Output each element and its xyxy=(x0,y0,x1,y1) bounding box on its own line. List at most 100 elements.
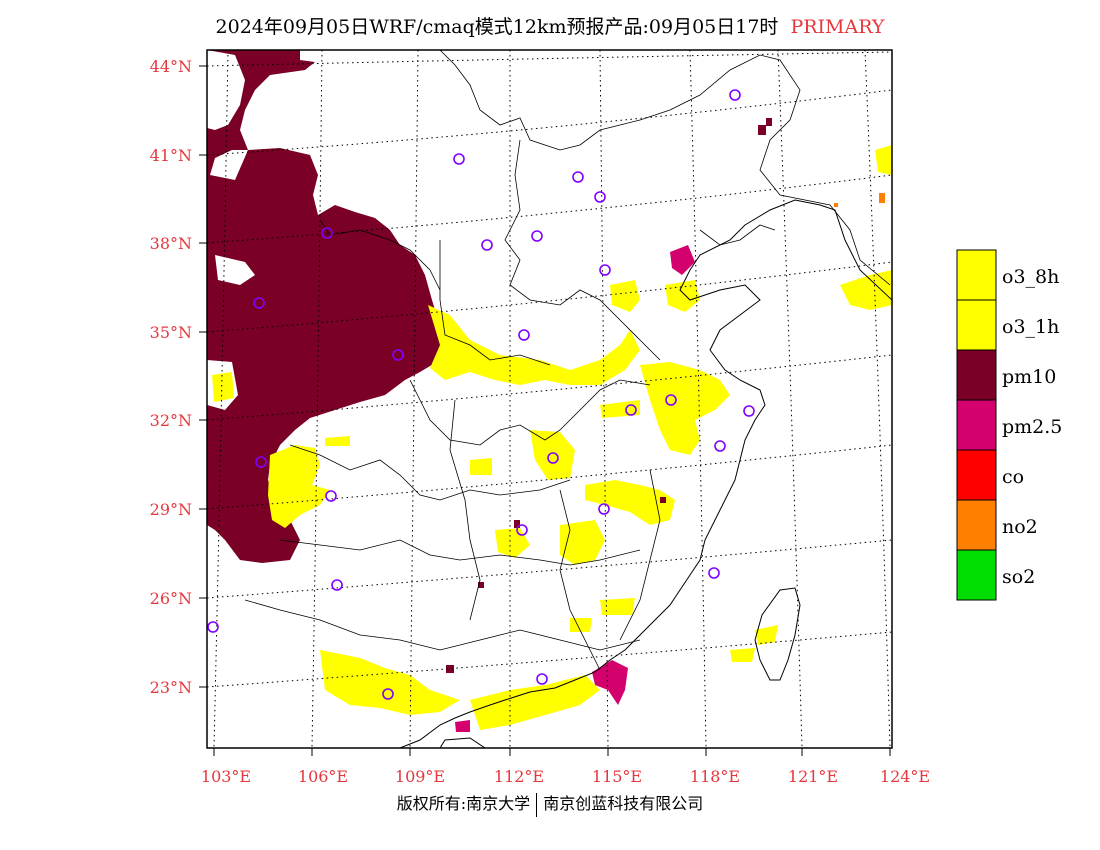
hainan-outline xyxy=(439,737,486,748)
graticule-lat-26 xyxy=(207,539,892,599)
lat-label: 26°N xyxy=(150,589,192,608)
ozone-patch xyxy=(212,372,234,402)
ozone-patch xyxy=(495,528,530,558)
legend-label-so2: so2 xyxy=(1002,566,1035,588)
boundary-line xyxy=(699,224,776,246)
taiwan-outline xyxy=(754,587,801,681)
footer-divider xyxy=(536,792,538,817)
ozone-patch xyxy=(560,520,605,565)
lon-label: 109°E xyxy=(395,767,445,786)
station-marker xyxy=(481,239,493,251)
station-marker xyxy=(453,153,465,165)
legend-label-o3-8h: o3_8h xyxy=(1002,266,1059,288)
ozone-patch xyxy=(268,445,330,528)
graticule xyxy=(207,50,892,748)
lon-label: 112°E xyxy=(494,767,544,786)
lat-axis xyxy=(199,65,207,688)
boundary-line xyxy=(449,399,481,621)
graticule-lat-35 xyxy=(207,261,892,333)
plot-frame xyxy=(206,49,893,749)
graticule-lat-38 xyxy=(207,174,892,244)
legend-swatch-o3-1h xyxy=(956,299,997,351)
map-title: 2024年09月05日WRF/cmaq模式12km预报产品:09月05日17时 P… xyxy=(0,12,1100,39)
graticule-lat-29 xyxy=(207,444,892,510)
pm10-gap-2 xyxy=(210,150,248,180)
station-marker xyxy=(594,191,606,203)
lat-labels: 44°N 41°N 38°N 35°N 32°N 29°N 26°N 23°N xyxy=(150,57,192,697)
legend-swatch-pm25 xyxy=(956,399,997,451)
ozone-patch xyxy=(325,436,350,446)
lat-label: 35°N xyxy=(150,323,192,342)
legend-label-pm25: pm2.5 xyxy=(1002,416,1062,438)
legend-swatch-co xyxy=(956,449,997,501)
station-marker xyxy=(331,579,343,591)
legend-swatch-o3-8h xyxy=(956,249,997,301)
lon-label: 115°E xyxy=(592,767,642,786)
station-marker xyxy=(714,440,726,452)
station-markers xyxy=(207,89,755,700)
lon-label: 121°E xyxy=(788,767,838,786)
boundary-line xyxy=(439,50,891,286)
pm10-speck xyxy=(766,118,772,126)
ozone-patch xyxy=(610,280,640,312)
station-marker xyxy=(321,227,333,239)
ozone-patch xyxy=(600,598,635,615)
station-marker xyxy=(625,404,637,416)
boundary-line xyxy=(439,240,551,366)
graticule-lon-121 xyxy=(777,50,803,748)
station-marker xyxy=(518,329,530,341)
pm10-speck xyxy=(514,520,520,528)
lat-label: 41°N xyxy=(150,146,192,165)
no2-specks xyxy=(834,193,885,207)
boundary-line xyxy=(319,219,441,291)
pm10-specks xyxy=(446,118,772,673)
legend-swatch-no2 xyxy=(956,499,997,551)
ozone-patch xyxy=(600,400,640,418)
station-marker xyxy=(547,452,559,464)
pm25-patch xyxy=(670,245,695,275)
station-marker xyxy=(253,297,265,309)
legend-label-co: co xyxy=(1002,466,1024,488)
lon-label: 106°E xyxy=(298,767,348,786)
legend-swatch-pm10 xyxy=(956,349,997,401)
boundary-line xyxy=(244,599,641,651)
pm10-speck xyxy=(446,665,454,673)
station-marker xyxy=(572,171,584,183)
station-marker xyxy=(708,567,720,579)
station-marker xyxy=(392,349,404,361)
lon-labels: 103°E 106°E 109°E 112°E 115°E 118°E 121°… xyxy=(201,767,930,786)
pm10-gap-3 xyxy=(215,255,255,285)
graticule-lat-32 xyxy=(207,354,892,421)
ozone-patch xyxy=(570,618,592,632)
lat-label: 38°N xyxy=(150,234,192,253)
no2-speck xyxy=(879,193,885,203)
pm10-region-west xyxy=(207,50,445,563)
ozone-patch xyxy=(320,650,460,715)
station-marker xyxy=(598,503,610,515)
lon-label: 118°E xyxy=(690,767,740,786)
station-marker xyxy=(531,230,543,242)
pm10-speck xyxy=(660,497,666,503)
copyright-left: 版权所有:南京大学 xyxy=(396,794,531,813)
lon-label: 124°E xyxy=(880,767,930,786)
boundary-line xyxy=(619,469,661,641)
ozone-patch xyxy=(428,305,640,385)
title-text: 2024年09月05日WRF/cmaq模式12km预报产品:09月05日17时 xyxy=(215,16,779,38)
ozone-patch xyxy=(840,270,892,310)
station-marker xyxy=(743,405,755,417)
lat-label: 29°N xyxy=(150,500,192,519)
map-plot-area xyxy=(207,50,892,748)
coastline xyxy=(399,199,892,748)
pm10-speck xyxy=(478,582,484,588)
ozone-patch xyxy=(755,625,778,645)
ozone-patch xyxy=(530,430,575,480)
ozone-patch xyxy=(640,362,730,455)
copyright-footer: 版权所有:南京大学 南京创蓝科技有限公司 xyxy=(0,790,1100,817)
lat-label: 23°N xyxy=(150,678,192,697)
lat-label: 32°N xyxy=(150,411,192,430)
ozone-patch xyxy=(585,480,675,525)
province-boundaries xyxy=(244,50,891,671)
ozone-patch xyxy=(875,145,892,175)
legend-label-no2: no2 xyxy=(1002,516,1038,538)
